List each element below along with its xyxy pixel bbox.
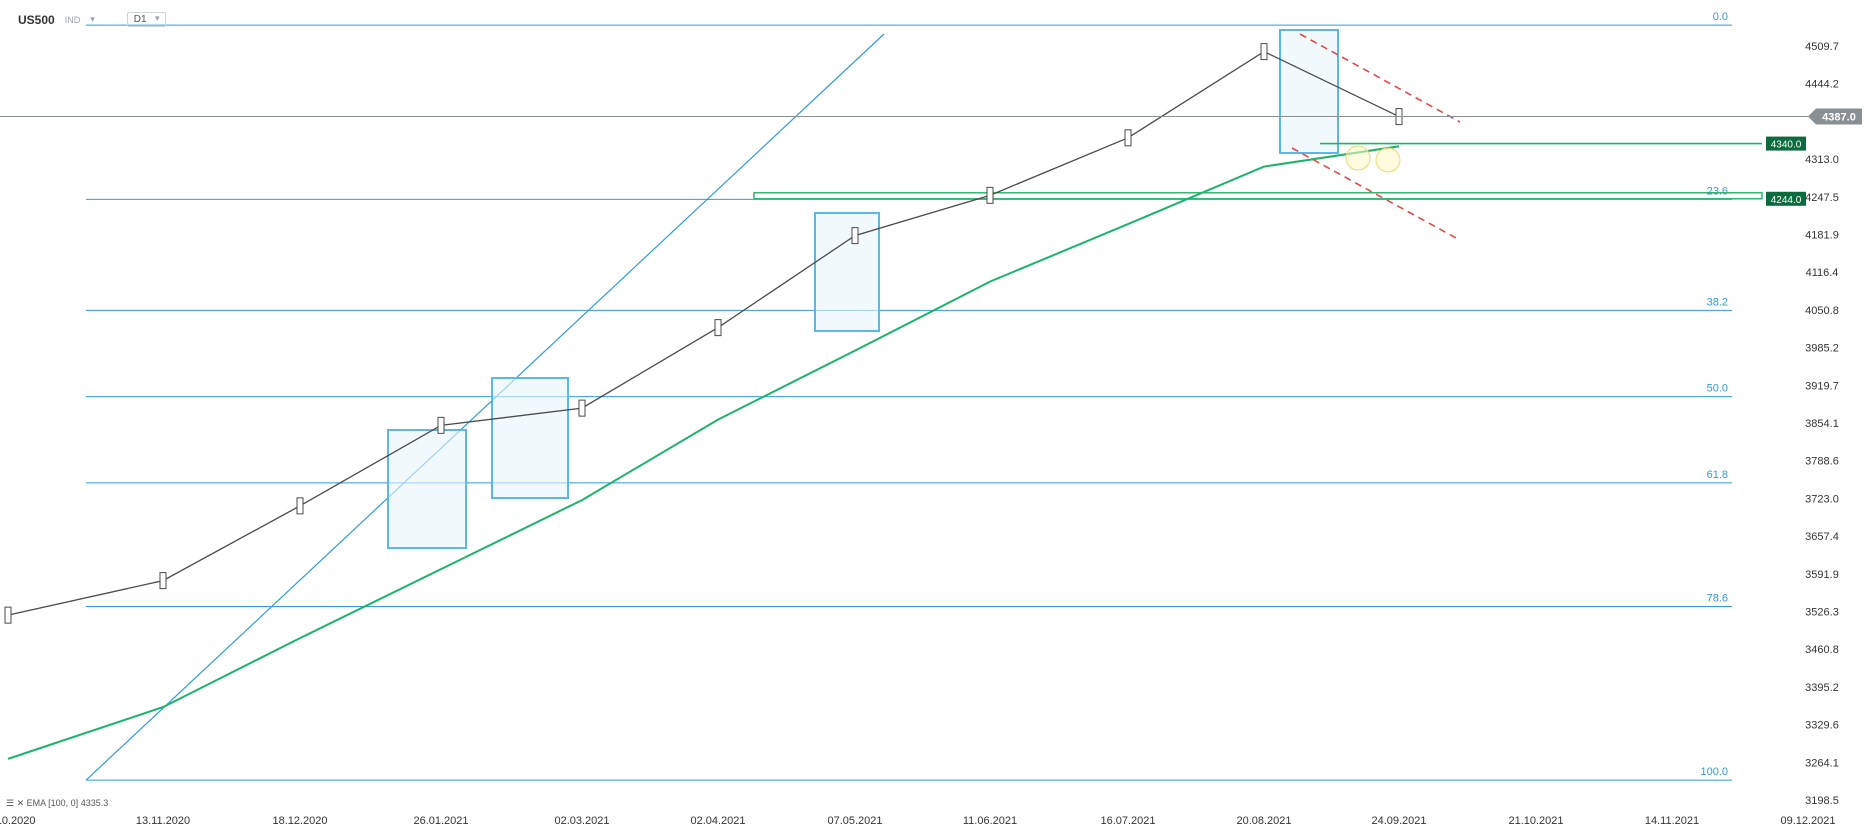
price-candle[interactable]: [296, 497, 304, 515]
price-candle[interactable]: [578, 399, 586, 417]
price-candle[interactable]: [714, 319, 722, 337]
price-candle[interactable]: [1260, 43, 1268, 61]
fib-level-label: 78.6: [1707, 592, 1728, 604]
fib-level-label: 100.0: [1700, 766, 1728, 778]
price-series-line[interactable]: [7, 50, 1400, 616]
y-tick-label: 3395.2: [1805, 682, 1839, 694]
price-candle[interactable]: [851, 227, 859, 245]
x-tick-label: 21.10.2021: [1508, 815, 1563, 827]
x-tick-label: 12.10.2020: [0, 815, 36, 827]
x-tick-label: 16.07.2021: [1100, 815, 1155, 827]
channel-upper-line[interactable]: [1299, 33, 1461, 123]
y-tick-label: 3264.1: [1805, 757, 1839, 769]
timeframe-dropdown[interactable]: D1: [126, 12, 166, 27]
x-tick-label: 11.06.2021: [963, 815, 1017, 827]
fib-level-label: 23.6: [1707, 185, 1728, 197]
indicator-name: EMA [100, 0]: [26, 798, 79, 808]
y-tick-label: 4050.8: [1805, 305, 1839, 317]
y-tick-label: 3198.5: [1805, 795, 1839, 807]
ema-indicator-label[interactable]: ☰ ✕ EMA [100, 0] 4335.3: [6, 798, 108, 809]
y-tick-label: 3657.4: [1805, 531, 1839, 543]
current-price-label: 4387.0: [1822, 112, 1856, 124]
consolidation-zone[interactable]: [1279, 29, 1339, 154]
indicator-close-icon[interactable]: ✕: [16, 798, 25, 808]
fib-level-label: 0.0: [1713, 11, 1728, 23]
y-tick-label: 3460.8: [1805, 644, 1839, 656]
symbol-label[interactable]: US500: [18, 12, 55, 27]
level-badge[interactable]: [1766, 136, 1806, 151]
x-tick-label: 26.01.2021: [413, 815, 468, 827]
fib-level-label: 61.8: [1707, 469, 1728, 481]
x-tick-label: 07.05.2021: [827, 815, 882, 827]
price-candle[interactable]: [1124, 129, 1132, 147]
y-tick-label: 3985.2: [1805, 343, 1839, 355]
y-tick-label: 4181.9: [1805, 230, 1839, 242]
indicator-value: 4335.3: [80, 798, 109, 808]
x-tick-label: 20.08.2021: [1236, 815, 1291, 827]
y-tick-label: 3329.6: [1805, 720, 1839, 732]
support-test-marker: [1375, 147, 1401, 173]
price-candle[interactable]: [986, 186, 994, 204]
support-zone-4244[interactable]: [753, 192, 1763, 200]
consolidation-zone[interactable]: [491, 377, 569, 499]
price-candle[interactable]: [437, 416, 445, 434]
level-badge[interactable]: [1766, 191, 1806, 206]
level-badge-label: 4244.0: [1771, 195, 1802, 206]
y-tick-label: 3526.3: [1805, 607, 1839, 619]
consolidation-zone[interactable]: [387, 429, 467, 549]
y-tick-label: 4313.0: [1805, 154, 1839, 166]
y-tick-label: 4509.7: [1805, 41, 1839, 53]
y-tick-label: 3854.1: [1805, 418, 1839, 430]
y-tick-label: 3919.7: [1805, 380, 1839, 392]
y-tick-label: 3723.0: [1805, 493, 1839, 505]
y-tick-label: 3788.6: [1805, 456, 1839, 468]
support-test-marker: [1345, 145, 1371, 171]
y-tick-label: 3591.9: [1805, 569, 1839, 581]
fib-level-label: 50.0: [1707, 383, 1728, 395]
y-tick-label: 4247.5: [1805, 192, 1839, 204]
consolidation-zone[interactable]: [814, 212, 880, 332]
x-tick-label: 02.03.2021: [554, 815, 609, 827]
x-tick-label: 24.09.2021: [1371, 815, 1426, 827]
price-candle[interactable]: [4, 606, 12, 624]
x-tick-label: 13.11.2020: [136, 815, 190, 827]
chevron-down-icon[interactable]: ▾: [90, 14, 95, 24]
ema-line[interactable]: [7, 145, 1400, 760]
level-badge-label: 4340.0: [1771, 140, 1802, 151]
x-tick-label: 02.04.2021: [690, 815, 745, 827]
price-candle[interactable]: [159, 572, 167, 590]
x-tick-label: 09.12.2021: [1780, 815, 1835, 827]
fib-level-label: 38.2: [1707, 296, 1728, 308]
current-price-badge: [1808, 108, 1862, 125]
y-tick-label: 4116.4: [1806, 267, 1839, 279]
instrument-type-label: IND: [64, 14, 81, 25]
chart-header: US500 IND ▾ D1: [18, 12, 166, 27]
y-tick-label: 4444.2: [1805, 79, 1839, 91]
fib-trendline[interactable]: [85, 33, 885, 781]
x-tick-label: 14.11.2021: [1645, 815, 1699, 827]
x-tick-label: 18.12.2020: [272, 815, 327, 827]
indicator-settings-icon[interactable]: ☰: [6, 798, 15, 808]
